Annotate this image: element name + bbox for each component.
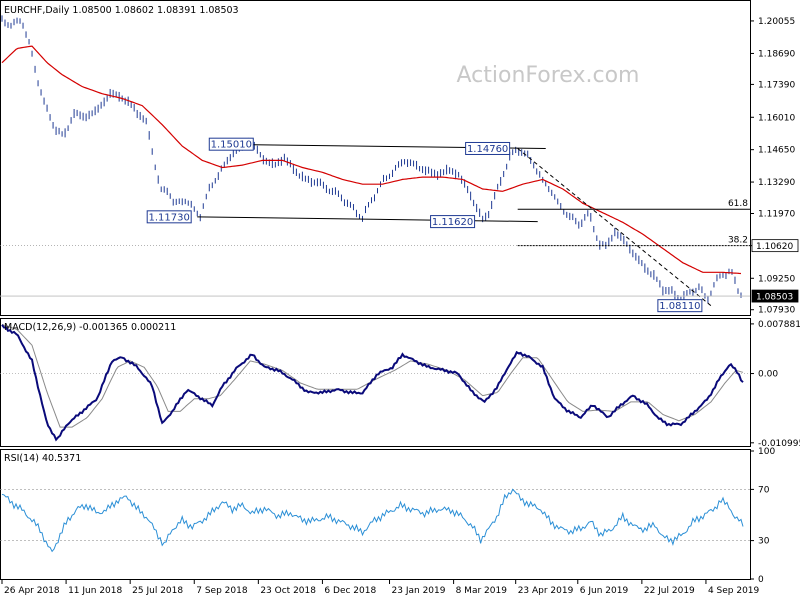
price-label: 1.14760 (465, 141, 511, 155)
price-label-text: 1.11620 (432, 217, 473, 228)
x-tick-label: 7 Sep 2018 (196, 586, 248, 596)
price-label: 1.11620 (430, 215, 476, 229)
x-tick-label: 23 Jan 2019 (392, 586, 446, 596)
x-tick-label: 23 Oct 2018 (260, 586, 316, 596)
price-label: 1.15010 (208, 137, 254, 151)
current-price-axis-label-box (751, 289, 799, 303)
watermark: ActionForex.com (457, 63, 640, 88)
rsi-header: RSI(14) 40.5371 (4, 453, 81, 464)
rsi-line (1, 488, 744, 553)
y-tick-label: 1.16010 (758, 113, 795, 123)
y-tick-label: 1.14650 (758, 146, 795, 156)
x-tick-label: 23 Apr 2019 (518, 586, 574, 596)
price-bars (1, 15, 742, 304)
price-label-text: 1.15010 (211, 140, 252, 151)
y-tick-label: 30 (758, 537, 770, 547)
x-tick-label: 6 Dec 2018 (324, 586, 376, 596)
y-tick-label: 70 (758, 485, 770, 495)
y-tick-label: 1.09250 (758, 274, 795, 284)
y-tick-label: 1.20055 (758, 17, 795, 27)
macd-panel-frame (0, 318, 751, 447)
y-tick-label: 1.13290 (758, 178, 795, 188)
y-tick-label: 100 (758, 447, 775, 457)
fib-label: 61.8 (728, 199, 748, 209)
x-tick-label: 11 Jun 2018 (68, 586, 122, 596)
y-tick-label: -0.010995 (758, 439, 800, 449)
y-tick-label: 0.007881 (758, 320, 800, 330)
macd-header: MACD(12,26,9) -0.001365 0.000211 (4, 322, 176, 333)
price-header: EURCHF,Daily 1.08500 1.08602 1.08391 1.0… (4, 5, 239, 16)
trend-line (197, 216, 538, 223)
y-tick-label: 0.00 (758, 370, 778, 380)
price-label-text: 1.11730 (149, 212, 190, 223)
x-tick-label: 25 Jul 2018 (132, 586, 183, 596)
macd-layer (0, 323, 750, 442)
price-label: 1.08110 (657, 299, 703, 313)
y-tick-label: 1.07930 (758, 306, 795, 316)
x-tick-label: 8 Mar 2019 (456, 586, 508, 596)
x-tick-label: 6 Jun 2019 (580, 586, 629, 596)
macd-line (1, 324, 744, 442)
y-tick-label: 1.17390 (758, 80, 795, 90)
sma-line (1, 45, 742, 275)
price-label-text: 1.08110 (659, 301, 700, 312)
price-panel-frame (0, 0, 751, 316)
x-tick-label: 4 Sep 2019 (708, 586, 760, 596)
y-tick-label: 1.11970 (758, 209, 795, 219)
price-label: 1.11730 (146, 210, 192, 224)
y-tick-label: 0 (758, 575, 764, 585)
fib-label: 38.2 (728, 236, 748, 246)
y-tick-label: 1.18690 (758, 49, 795, 59)
current-price-axis-label-text: 1.08503 (756, 293, 793, 303)
level-axis-label-box (751, 239, 799, 253)
axis-layer: 1.20055 1.18690 1.17390 1.16010 1.14650 1.132… (1, 17, 800, 596)
x-tick-label: 22 Jul 2019 (644, 586, 695, 596)
price-layer: 61.8 38.2 1.15010 1.11730 1.14760 1.11620 1.08… (0, 15, 750, 313)
rsi-layer (0, 488, 750, 553)
price-label-text: 1.14760 (467, 144, 508, 155)
level-axis-label-text: 1.10620 (756, 242, 793, 252)
x-tick-label: 26 Apr 2018 (4, 586, 60, 596)
rsi-panel-frame (0, 449, 751, 580)
